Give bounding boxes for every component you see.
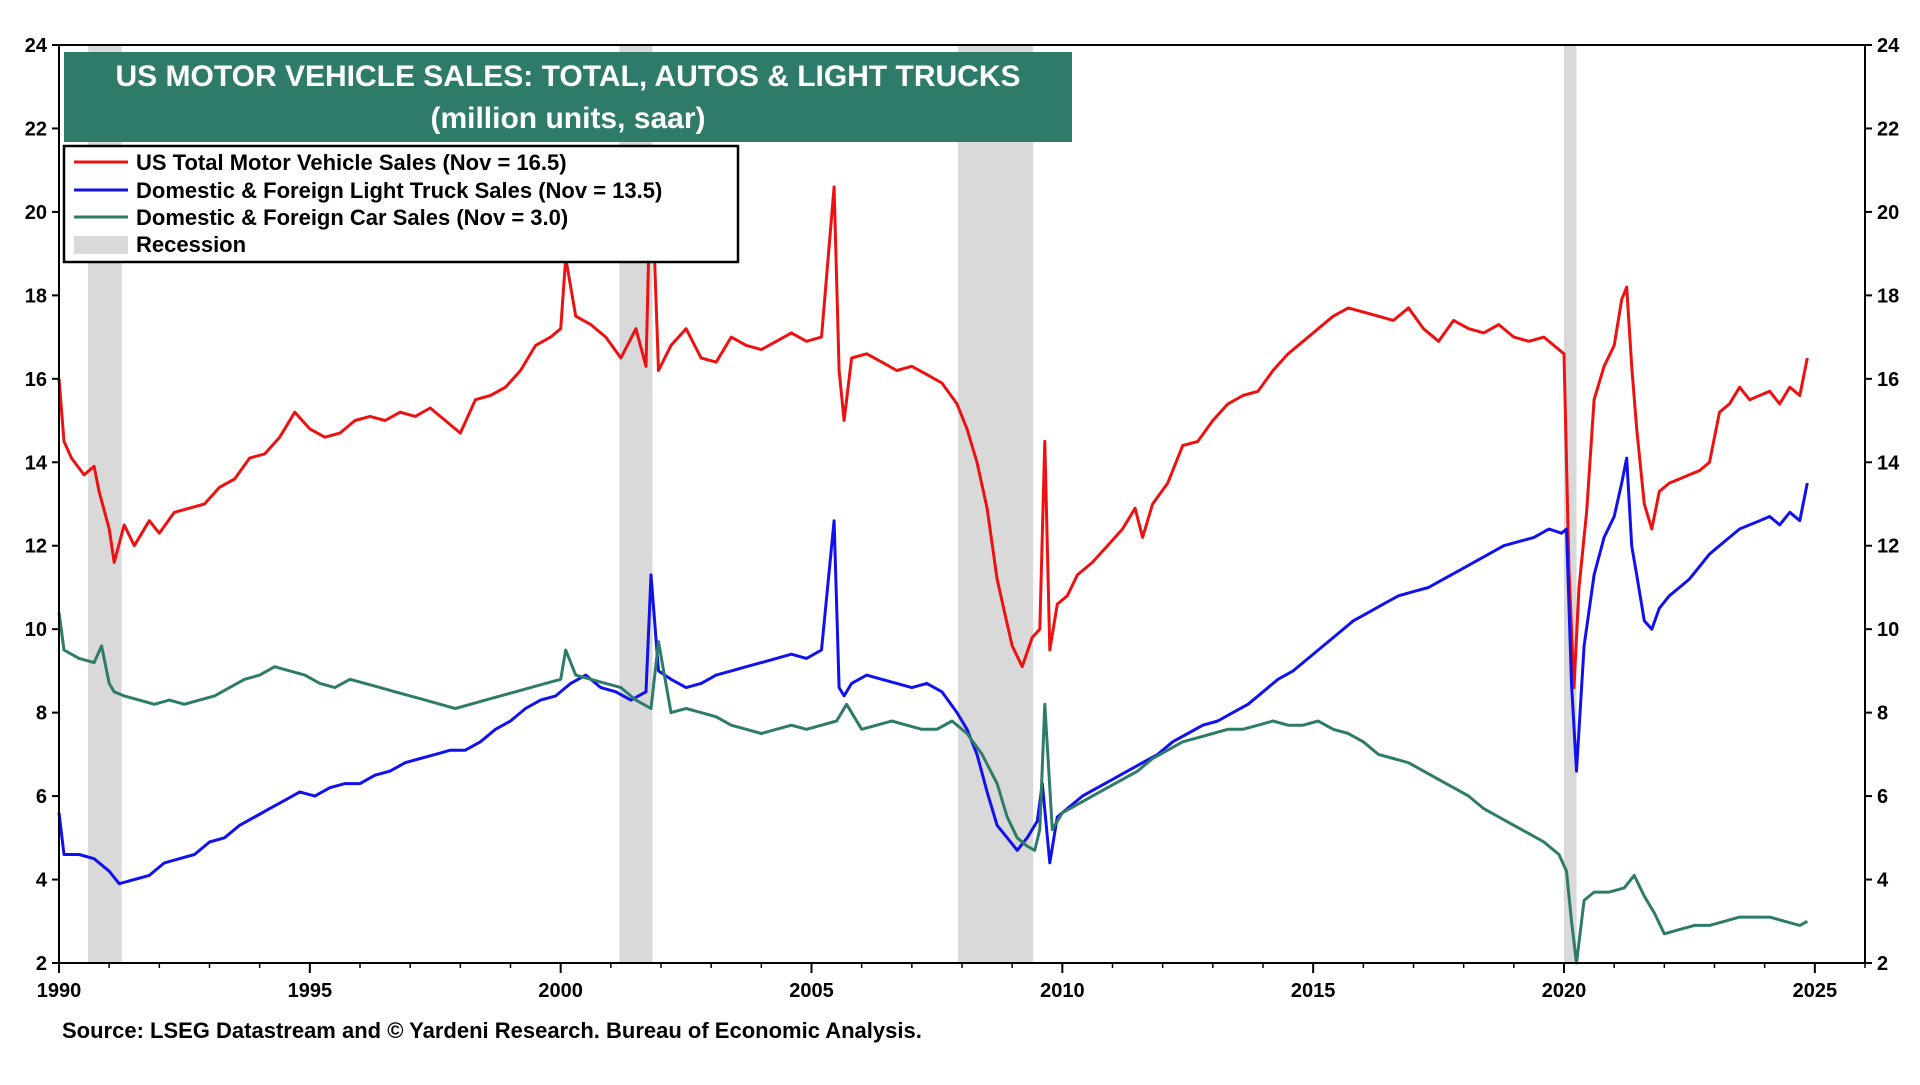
chart-title: US MOTOR VEHICLE SALES: TOTAL, AUTOS & L… [115, 60, 1020, 93]
x-tick-label: 2020 [1542, 980, 1587, 1002]
x-tick-label: 2015 [1291, 980, 1336, 1002]
y-tick-label-right: 8 [1877, 703, 1888, 725]
series-line-total [57, 156, 1809, 690]
legend-label-total: US Total Motor Vehicle Sales (Nov = 16.5… [136, 150, 567, 175]
y-tick-label-right: 2 [1877, 953, 1888, 975]
y-tick-label-left: 18 [25, 285, 47, 307]
y-tick-label-right: 10 [1877, 619, 1899, 641]
x-tick-label: 2025 [1793, 980, 1838, 1002]
y-tick-label-right: 22 [1877, 118, 1899, 140]
legend-label-recession: Recession [136, 232, 246, 257]
series-line-cars [57, 612, 1809, 965]
y-tick-label-right: 24 [1877, 35, 1900, 57]
y-tick-label-left: 6 [36, 786, 47, 808]
recession-band-4 [1564, 45, 1577, 963]
chart-subtitle: (million units, saar) [430, 102, 705, 135]
legend-label-trucks: Domestic & Foreign Light Truck Sales (No… [136, 178, 662, 203]
legend-label-cars: Domestic & Foreign Car Sales (Nov = 3.0) [136, 205, 568, 230]
x-tick-label: 1990 [37, 980, 82, 1002]
y-tick-label-right: 18 [1877, 285, 1899, 307]
legend: US Total Motor Vehicle Sales (Nov = 16.5… [62, 144, 740, 264]
title-box: US MOTOR VEHICLE SALES: TOTAL, AUTOS & L… [64, 52, 1072, 142]
x-tick-label: 2010 [1040, 980, 1085, 1002]
x-tick-label: 2005 [789, 980, 834, 1002]
source-note: Source: LSEG Datastream and © Yardeni Re… [62, 1018, 922, 1043]
series-lines [57, 156, 1809, 965]
y-tick-label-right: 16 [1877, 369, 1899, 391]
y-tick-label-left: 24 [25, 35, 48, 57]
y-tick-label-left: 22 [25, 118, 47, 140]
legend-swatch-recession [74, 236, 128, 254]
y-tick-label-right: 14 [1877, 452, 1900, 474]
y-tick-label-left: 20 [25, 202, 47, 224]
series-line-trucks [57, 456, 1809, 886]
y-tick-label-left: 14 [25, 452, 48, 474]
y-tick-label-left: 12 [25, 536, 47, 558]
legend-box [62, 144, 740, 264]
y-tick-label-left: 4 [36, 870, 48, 892]
title-background [64, 52, 1072, 142]
y-tick-label-right: 20 [1877, 202, 1899, 224]
y-tick-label-right: 6 [1877, 786, 1888, 808]
x-tick-label: 1995 [288, 980, 333, 1002]
y-tick-label-left: 10 [25, 619, 47, 641]
y-tick-label-left: 8 [36, 703, 47, 725]
recession-band-3 [957, 45, 1034, 963]
y-tick-label-left: 16 [25, 369, 47, 391]
y-tick-label-left: 2 [36, 953, 47, 975]
y-tick-label-right: 12 [1877, 536, 1899, 558]
x-tick-label: 2000 [538, 980, 583, 1002]
y-tick-label-right: 4 [1877, 870, 1889, 892]
